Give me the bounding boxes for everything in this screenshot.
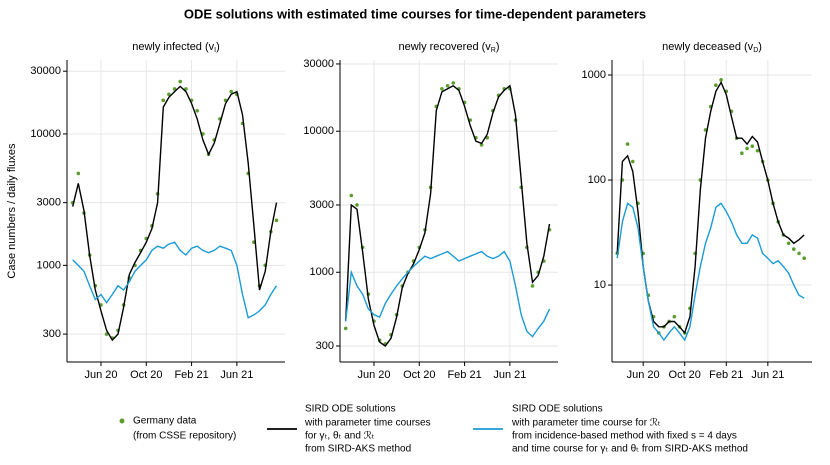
data-point [440,86,444,91]
data-point [161,98,166,103]
data-point [755,148,760,153]
x-tick-label: Jun 21 [751,369,784,381]
data-point [445,83,450,88]
x-tick-label: Jun 20 [627,369,660,381]
data-point [625,142,630,146]
y-tick-label: 3000 [37,197,61,209]
data-point [719,78,723,82]
x-tick-label: Jun 21 [493,369,526,381]
data-point [479,143,484,147]
data-point [195,108,200,113]
y-tick-label: 10000 [303,125,334,137]
data-point [274,218,279,223]
legend-label: Germany data [133,416,197,427]
data-point [750,144,755,148]
legend-label: SIRD ODE solutions [305,404,396,415]
y-tick-label: 1000 [310,266,334,278]
y-tick-label: 300 [43,328,61,340]
panel-title-end: ) [496,41,500,53]
x-tick-label: Jun 20 [84,369,117,381]
main-title: ODE solutions with estimated time course… [184,6,646,21]
panel-title-sub: R [491,47,496,54]
y-tick-label: 300 [316,340,334,352]
series-line [345,250,551,338]
data-point [714,83,718,87]
y-tick-label: 30000 [30,65,61,77]
legend-label: (from CSSE repository) [133,431,236,442]
y-tick-label: 1000 [37,259,61,271]
legend-label: from incidence-based method with fixed s… [512,431,737,442]
series-line [616,80,805,335]
data-point [172,87,177,91]
y-tick-label: 30000 [303,58,334,70]
y-tick-label: 10 [594,279,606,291]
panel-title-main: newly infected (v [132,41,214,53]
data-point [797,251,801,256]
legend-label: SIRD ODE solutions [512,404,603,415]
data-point [745,146,749,151]
panel-title-end: ) [758,41,762,53]
data-point [229,89,234,94]
data-point [355,203,359,207]
data-point [167,92,171,97]
data-point [178,79,183,84]
y-axis-label: Case numbers / daily fluxes [6,143,18,279]
data-point [740,151,744,156]
series-line [72,85,278,342]
series-line [345,84,551,347]
panel-title-main: newly recovered (v [398,41,491,53]
x-tick-label: Oct 20 [130,369,162,381]
y-tick-label: 100 [588,174,606,186]
panel-title: newly recovered (vR) [398,41,499,54]
legend-label: from SIRD-AKS method [305,444,411,455]
data-point [184,87,188,91]
x-tick-label: Feb 21 [174,369,208,381]
legend-label: with parameter time courses [304,418,431,429]
data-point [530,284,535,288]
data-point [343,326,348,331]
panel-title-end: ) [216,41,220,53]
x-tick-label: Oct 20 [403,369,435,381]
legend-label: and time course for γₜ and θₜ from SIRD-… [512,444,748,455]
panel-title: newly deceased (vD) [662,41,762,54]
data-point [672,314,677,319]
series-line [72,241,278,319]
data-point [451,81,456,85]
data-point [76,171,81,176]
panel-title-sub: D [753,47,758,54]
series-line [616,202,805,342]
x-tick-label: Oct 20 [669,369,701,381]
x-tick-label: Jun 20 [357,369,390,381]
legend-label: with parameter time course for ℛₜ [511,418,661,429]
y-tick-label: 1000 [582,69,606,81]
y-tick-label: 10000 [30,128,61,140]
data-point [792,247,796,251]
y-tick-label: 3000 [310,199,334,211]
data-point [630,159,635,164]
data-point [349,193,354,198]
x-tick-label: Feb 21 [447,369,481,381]
legend-marker [119,418,125,424]
data-point [802,256,807,261]
panel-title: newly infected (vI) [132,41,220,54]
x-tick-label: Feb 21 [709,369,743,381]
legend-label: for γₜ, θₜ and ℛₜ [305,431,375,442]
data-point [786,241,791,246]
panel-title-main: newly deceased (v [662,41,754,53]
x-tick-label: Jun 21 [220,369,253,381]
panel-title-sub: I [214,47,216,54]
